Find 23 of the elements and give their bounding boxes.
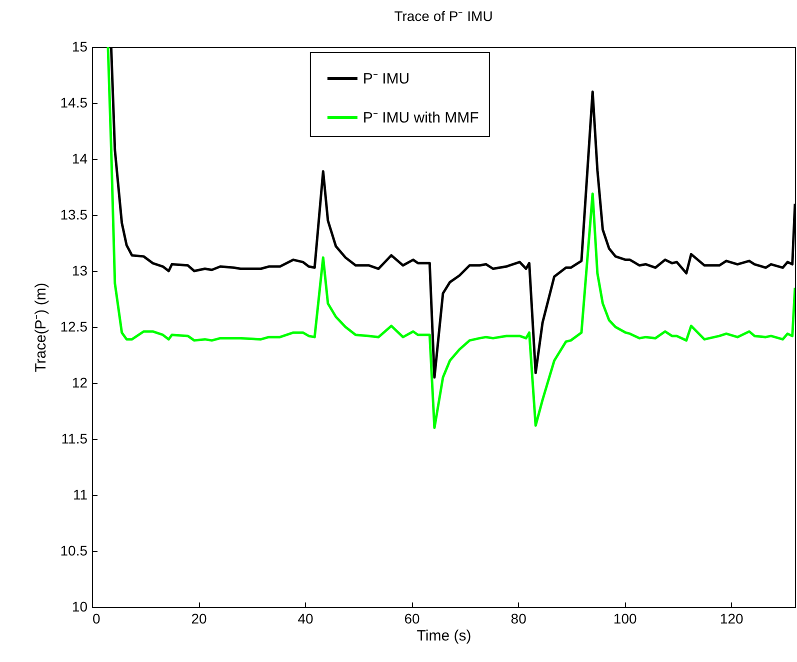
y-tick-label: 10: [72, 598, 88, 614]
y-tick-label: 11: [72, 486, 88, 502]
legend-label: P⁻ IMU: [362, 70, 410, 88]
y-tick-label: 13: [72, 262, 88, 278]
x-tick-label: 60: [404, 610, 420, 626]
legend-label: P⁻ IMU with MMF: [362, 110, 479, 126]
x-tick-label: 20: [191, 610, 208, 626]
y-tick-label: 12: [72, 374, 88, 390]
y-tick-label: 13.5: [60, 206, 88, 222]
y-axis-title: Trace(P⁻) (m): [32, 282, 50, 372]
y-tick-label: 10.5: [60, 542, 88, 558]
y-tick-label: 12.5: [60, 318, 88, 334]
x-axis-title: Time (s): [416, 628, 472, 644]
x-tick-label: 40: [298, 610, 314, 626]
y-tick-label: 14: [72, 150, 88, 166]
x-tick-label: 120: [720, 610, 744, 626]
chart-title: Trace of P⁻ IMU: [394, 8, 493, 24]
y-tick-label: 11.5: [61, 430, 88, 446]
y-tick-label: 14.5: [60, 94, 88, 110]
x-tick-label: 80: [510, 610, 527, 626]
x-tick-label: 0: [92, 610, 100, 626]
y-tick-label: 15: [72, 38, 88, 54]
x-tick-label: 100: [613, 610, 637, 626]
